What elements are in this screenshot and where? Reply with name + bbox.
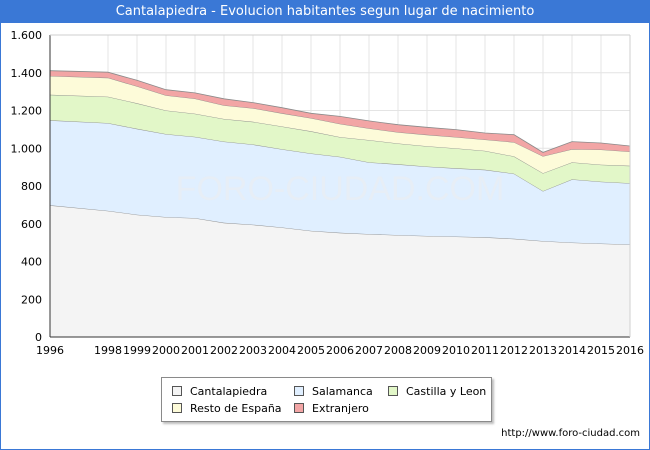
y-tick-label: 1.600	[11, 29, 43, 42]
y-tick-label: 0	[35, 331, 42, 344]
x-tick-label: 2006	[326, 344, 354, 357]
x-tick-label: 1998	[94, 344, 122, 357]
y-tick-label: 1.000	[11, 142, 43, 155]
series-area-castilla-y-leon	[50, 94, 630, 192]
y-tick-label: 600	[21, 218, 42, 231]
area-layer	[49, 70, 631, 337]
x-tick-label: 2010	[442, 344, 470, 357]
series-area-salamanca	[50, 120, 630, 245]
watermark: FORO-CIUDAD.COM	[176, 170, 505, 208]
x-tick-label: 2003	[239, 344, 267, 357]
y-tick-label: 800	[21, 180, 42, 193]
y-tick-label: 200	[21, 293, 42, 306]
x-tick-label: 2014	[558, 344, 586, 357]
series-area-cantalapiedra	[50, 205, 630, 337]
legend-swatch-resto-de-espana	[172, 403, 182, 413]
x-tick-label: 2001	[181, 344, 209, 357]
x-tick-label: 1996	[36, 344, 64, 357]
series-area-resto-de-espana	[50, 76, 630, 174]
x-tick-label: 2005	[297, 344, 325, 357]
series-line-extranjero	[49, 70, 631, 153]
x-tick-label: 2002	[210, 344, 238, 357]
legend-label-salamanca: Salamanca	[312, 385, 373, 398]
x-tick-label: 2016	[616, 344, 644, 357]
legend-label-resto-de-espana: Resto de España	[190, 402, 282, 415]
chart-legend: Cantalapiedra Salamanca Castilla y Leon …	[161, 377, 492, 422]
legend-item-extranjero: Extranjero	[294, 402, 369, 416]
legend-swatch-extranjero	[294, 403, 304, 413]
source-url: http://www.foro-ciudad.com	[501, 428, 640, 439]
legend-item-salamanca: Salamanca	[294, 385, 373, 399]
y-tick-label: 1.200	[11, 105, 43, 118]
legend-swatch-cantalapiedra	[172, 386, 182, 396]
legend-label-cantalapiedra: Cantalapiedra	[190, 385, 268, 398]
legend-item-castilla-y-leon: Castilla y Leon	[388, 385, 486, 399]
x-tick-label: 2012	[500, 344, 528, 357]
legend-swatch-castilla-y-leon	[388, 386, 398, 396]
legend-swatch-salamanca	[294, 386, 304, 396]
x-tick-label: 2000	[152, 344, 180, 357]
x-tick-label: 2007	[355, 344, 383, 357]
legend-item-cantalapiedra: Cantalapiedra	[172, 385, 267, 399]
x-tick-label: 2008	[384, 344, 412, 357]
x-tick-label: 2009	[413, 344, 441, 357]
x-tick-label: 2011	[471, 344, 499, 357]
y-tick-label: 400	[21, 256, 42, 269]
legend-label-castilla-y-leon: Castilla y Leon	[406, 385, 487, 398]
y-tick-label: 1.400	[11, 67, 43, 80]
chart-title: Cantalapiedra - Evolucion habitantes seg…	[1, 1, 649, 23]
series-area-extranjero	[50, 70, 630, 157]
axis-layer: 0 200 400 600 800 1.000 1.200 1.400 1.600 1996 199…	[11, 29, 645, 357]
x-tick-label: 2013	[529, 344, 557, 357]
legend-label-extranjero: Extranjero	[312, 402, 369, 415]
x-tick-label: 2015	[587, 344, 615, 357]
x-tick-label: 2004	[268, 344, 296, 357]
legend-item-resto-de-espana: Resto de España	[172, 402, 282, 416]
x-tick-label: 1999	[123, 344, 151, 357]
